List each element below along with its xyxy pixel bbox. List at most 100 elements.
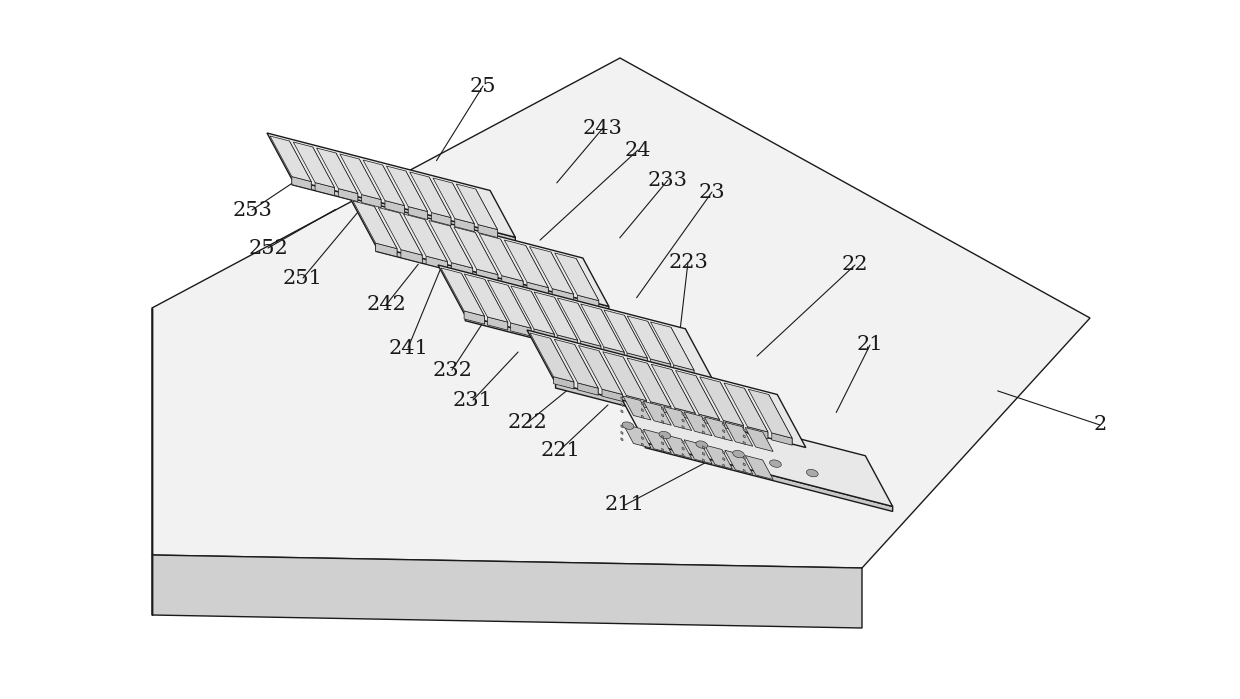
Polygon shape [622,424,651,448]
Polygon shape [621,431,622,435]
Ellipse shape [806,470,818,477]
Polygon shape [316,148,358,194]
Polygon shape [723,423,725,426]
Polygon shape [580,304,624,352]
Polygon shape [558,298,601,346]
Polygon shape [743,463,745,466]
Ellipse shape [770,460,781,468]
Polygon shape [725,450,753,474]
Polygon shape [684,412,712,435]
Polygon shape [465,316,713,384]
Polygon shape [682,440,684,444]
Text: 221: 221 [541,440,580,459]
Polygon shape [527,330,806,447]
Polygon shape [529,247,574,294]
Polygon shape [450,226,472,276]
Polygon shape [353,201,397,249]
Polygon shape [771,433,792,445]
Text: 211: 211 [605,496,645,514]
Polygon shape [603,352,646,401]
Polygon shape [453,183,474,231]
Polygon shape [438,265,713,380]
Polygon shape [534,292,578,340]
Polygon shape [339,189,358,201]
Polygon shape [487,280,531,328]
Text: 251: 251 [283,268,322,287]
Polygon shape [748,389,792,438]
Polygon shape [682,426,684,428]
Polygon shape [672,370,696,420]
Polygon shape [644,401,671,425]
Polygon shape [645,442,893,512]
Polygon shape [743,456,745,459]
Polygon shape [578,303,601,354]
Polygon shape [621,425,622,428]
Polygon shape [384,201,404,214]
Polygon shape [441,268,485,316]
Polygon shape [743,441,745,445]
Polygon shape [618,392,893,507]
Polygon shape [464,274,507,322]
Polygon shape [641,408,644,412]
Polygon shape [429,177,451,226]
Polygon shape [340,154,381,199]
Polygon shape [641,402,644,405]
Polygon shape [487,317,507,330]
Polygon shape [551,252,574,302]
Polygon shape [464,311,485,324]
Text: 252: 252 [248,238,288,257]
Polygon shape [479,224,497,238]
Polygon shape [529,333,574,382]
Text: 2: 2 [1094,415,1106,435]
Ellipse shape [658,431,671,439]
Polygon shape [744,388,768,439]
Text: 222: 222 [507,414,547,433]
Polygon shape [641,430,644,433]
Polygon shape [399,213,423,263]
Polygon shape [374,206,397,257]
Text: 24: 24 [625,140,651,159]
Ellipse shape [733,450,744,458]
Polygon shape [534,329,554,342]
Polygon shape [723,420,744,433]
Polygon shape [403,214,448,261]
Polygon shape [662,420,663,424]
Polygon shape [508,285,531,336]
Polygon shape [455,219,474,231]
Polygon shape [526,245,548,296]
Polygon shape [699,377,744,426]
Polygon shape [702,446,704,449]
Polygon shape [662,448,663,452]
Polygon shape [704,417,733,441]
Polygon shape [427,256,448,270]
Polygon shape [647,322,671,372]
Text: 21: 21 [857,336,883,354]
Polygon shape [476,269,498,282]
Polygon shape [429,220,472,268]
Polygon shape [554,339,598,388]
Polygon shape [153,555,862,628]
Polygon shape [702,431,704,434]
Polygon shape [578,383,598,395]
Polygon shape [293,180,516,243]
Polygon shape [363,160,404,206]
Polygon shape [574,345,598,395]
Polygon shape [376,246,609,311]
Polygon shape [350,198,609,306]
Polygon shape [578,295,599,309]
Polygon shape [376,243,397,257]
Polygon shape [621,410,622,413]
Polygon shape [641,437,644,440]
Polygon shape [745,456,774,480]
Polygon shape [505,240,548,287]
Polygon shape [479,233,523,281]
Text: 253: 253 [232,201,272,219]
Polygon shape [621,397,622,400]
Polygon shape [748,426,768,439]
Polygon shape [644,429,671,453]
Polygon shape [723,464,725,467]
Polygon shape [603,389,622,401]
Polygon shape [153,58,1090,568]
Polygon shape [432,212,451,226]
Text: 25: 25 [470,76,496,96]
